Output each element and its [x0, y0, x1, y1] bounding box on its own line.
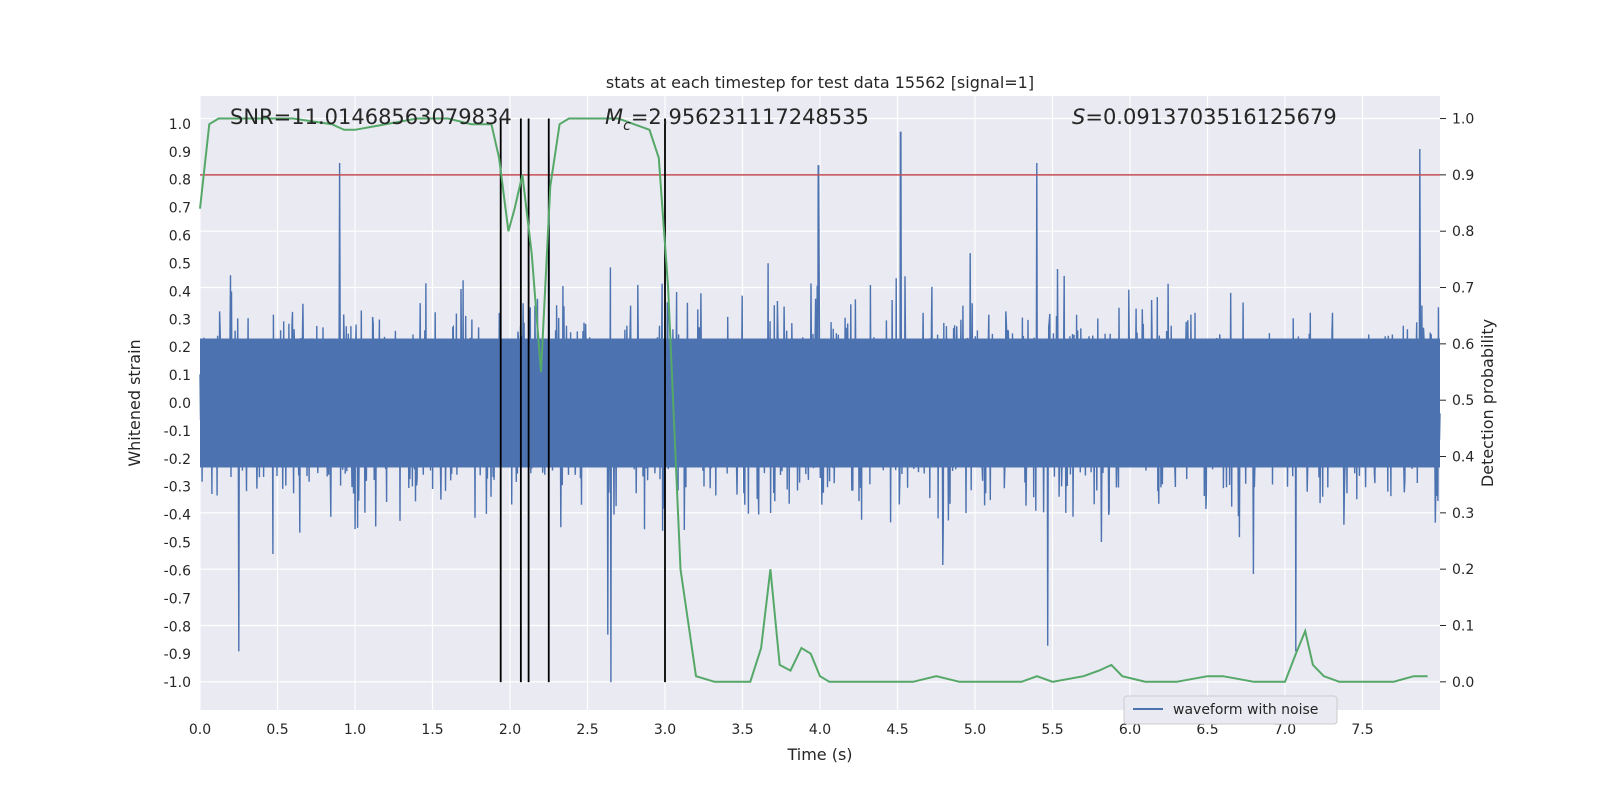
chirp-mass-annotation: Mc=2.956231117248535	[605, 105, 869, 134]
y-tick-label: -1.0	[164, 675, 191, 691]
y-tick-label: -0.3	[164, 480, 191, 496]
y-tick-label: -0.5	[164, 536, 191, 552]
s-annotation: S=0.0913703516125679	[1072, 105, 1337, 129]
waveform-core	[200, 338, 1440, 468]
x-tick-label: 0.0	[189, 722, 211, 738]
y2-tick-label: 0.1	[1452, 619, 1474, 635]
y-tick-label: 1.0	[169, 117, 191, 133]
y2-tick-label: 0.5	[1452, 393, 1474, 409]
y-axis-ticks: 1.0 0.9 0.8 0.7 0.6 0.5 0.4 0.3 0.2 0.1 0.0 -0.1 -0.…	[164, 117, 191, 691]
y-tick-label: 0.6	[169, 229, 191, 245]
x-tick-label: 5.0	[964, 722, 986, 738]
x-tick-label: 2.5	[576, 722, 598, 738]
y-tick-label: -0.1	[164, 424, 191, 440]
y-tick-label: -0.9	[164, 647, 191, 663]
x-tick-label: 3.0	[654, 722, 676, 738]
y-tick-label: -0.2	[164, 452, 191, 468]
x-tick-label: 1.0	[344, 722, 366, 738]
y2-tick-label: 0.7	[1452, 281, 1474, 297]
y-tick-label: -0.6	[164, 563, 191, 579]
y-tick-label: -0.7	[164, 591, 191, 607]
x-tick-label: 4.0	[809, 722, 831, 738]
x-tick-label: 3.5	[731, 722, 753, 738]
y2-tick-label: 1.0	[1452, 112, 1474, 128]
chart-title: stats at each timestep for test data 155…	[606, 73, 1034, 92]
y-tick-label: -0.4	[164, 508, 191, 524]
y-tick-label: 0.2	[169, 340, 191, 356]
x-tick-label: 7.5	[1351, 722, 1373, 738]
legend-label: waveform with noise	[1173, 702, 1318, 718]
snr-annotation: SNR=11.01468563079834	[230, 105, 512, 129]
y2-tick-label: 0.8	[1452, 224, 1474, 240]
x-tick-label: 5.5	[1041, 722, 1063, 738]
x-tick-label: 6.5	[1196, 722, 1218, 738]
y2-axis-ticks: 1.0 0.9 0.8 0.7 0.6 0.5 0.4 0.3 0.2 0.1 0.0	[1440, 112, 1474, 691]
overlay-lines	[200, 118, 1440, 683]
y-tick-label: 0.5	[169, 256, 191, 272]
x-tick-label: 6.0	[1119, 722, 1141, 738]
y2-axis-label: Detection probability	[1478, 319, 1497, 487]
y2-tick-label: 0.2	[1452, 562, 1474, 578]
x-tick-label: 4.5	[886, 722, 908, 738]
legend-box	[1123, 695, 1338, 725]
y-tick-label: -0.8	[164, 619, 191, 635]
x-tick-label: 0.5	[266, 722, 288, 738]
legend: waveform with noise	[1123, 695, 1338, 725]
detection-probability-line	[199, 117, 1428, 683]
detection-probability-series	[199, 117, 1428, 683]
y2-tick-label: 0.0	[1452, 675, 1474, 691]
y-tick-label: 0.0	[169, 396, 191, 412]
y2-tick-label: 0.3	[1452, 506, 1474, 522]
y2-tick-label: 0.9	[1452, 168, 1474, 184]
y-tick-label: 0.3	[169, 312, 191, 328]
waveform-with-noise-series	[199, 131, 1441, 683]
y2-tick-label: 0.6	[1452, 337, 1474, 353]
x-axis-ticks: 0.0 0.5 1.0 1.5 2.0 2.5 3.0 3.5 4.0 4.5 5.0 5.5 6.0 6…	[189, 722, 1374, 738]
x-axis-label: Time (s)	[786, 745, 852, 764]
y-tick-label: 0.8	[169, 173, 191, 189]
y-tick-label: 0.7	[169, 201, 191, 217]
y-tick-label: 0.9	[169, 145, 191, 161]
y-axis-label: Whitened strain	[125, 339, 144, 466]
y-tick-label: 0.4	[169, 284, 191, 300]
x-tick-label: 1.5	[421, 722, 443, 738]
x-tick-label: 7.0	[1274, 722, 1296, 738]
y-tick-label: 0.1	[169, 368, 191, 384]
x-tick-label: 2.0	[499, 722, 521, 738]
y2-tick-label: 0.4	[1452, 450, 1474, 466]
